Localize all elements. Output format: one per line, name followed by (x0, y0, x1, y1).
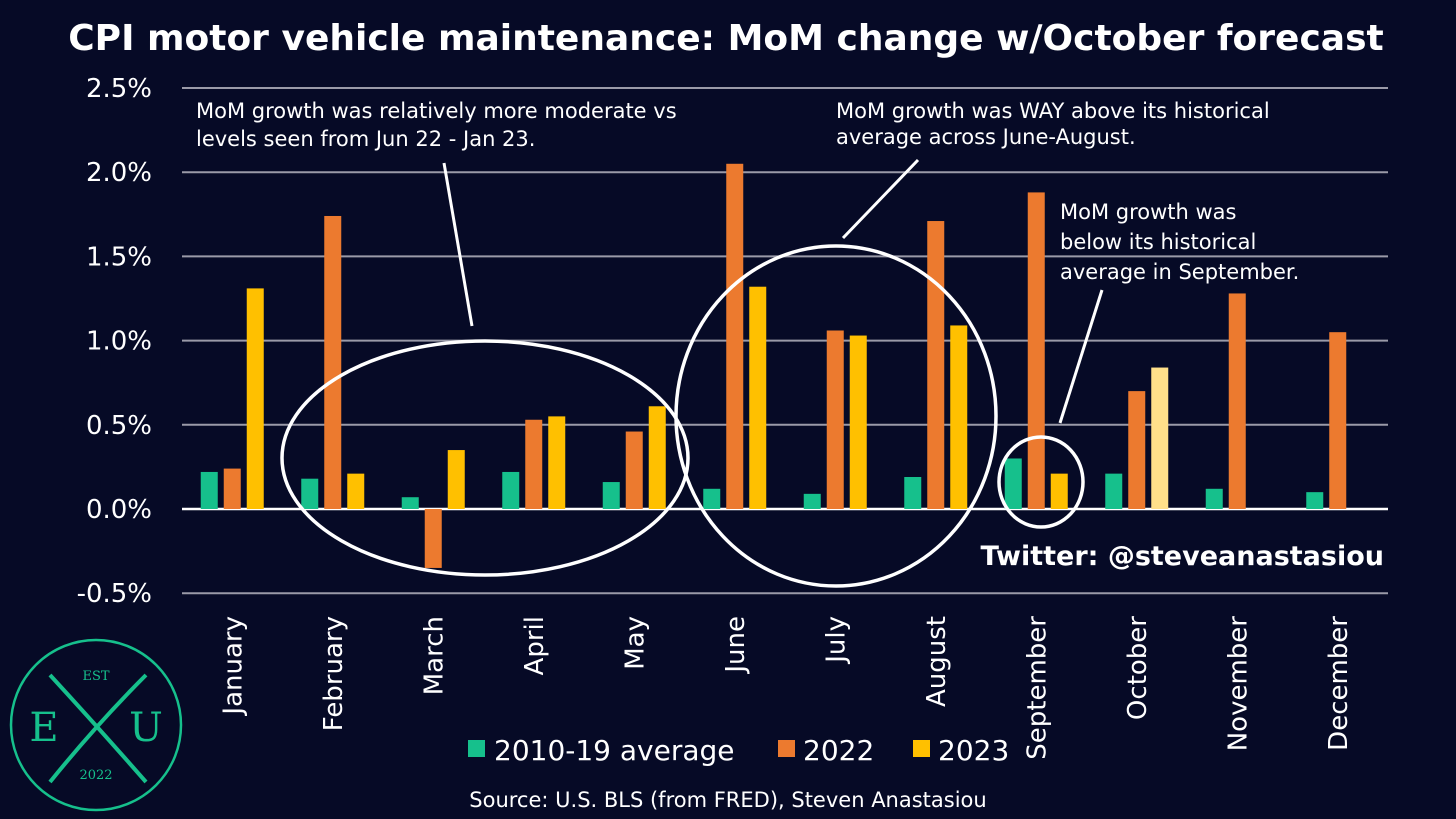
bar-2022-february (324, 215, 342, 509)
annotation-1-line2: levels seen from Jun 22 - Jan 23. (196, 127, 535, 151)
annotation-1: MoM growth was relatively more moderate … (196, 99, 683, 151)
bar-2022-march (424, 509, 442, 568)
x-tick-label-december: December (1324, 616, 1354, 751)
y-tick-label: 1.5% (86, 242, 152, 272)
x-tick-label-august: August (922, 616, 952, 707)
legend-label-avg: 2010-19 average (494, 734, 735, 767)
bar-2022-august (927, 221, 945, 509)
legend-label-2022: 2022 (803, 734, 874, 767)
exu-logo: EST E U 2022 (9, 638, 183, 812)
bar-avg-june (703, 488, 721, 509)
legend: 2010-19 average 2022 2023 (468, 734, 1009, 767)
bar-avg-august (904, 477, 922, 509)
annotation-1-line1: MoM growth was relatively more moderate … (196, 99, 677, 123)
x-tick-label-april: April (520, 616, 550, 675)
x-tick-label-july: July (821, 616, 851, 665)
bars (200, 163, 1347, 568)
x-tick-label-september: September (1022, 616, 1052, 760)
annotation-3-line1: MoM growth was (1060, 200, 1237, 224)
logo-cross-stroke-2 (48, 673, 148, 784)
highlight-circle-jun-aug (674, 244, 998, 588)
logo-est: EST (82, 669, 109, 684)
bar-2023-february (347, 473, 365, 509)
bar-avg-april (502, 471, 520, 509)
x-axis: January February March April May June July Augu… (218, 616, 1354, 760)
annotation-3: MoM growth was below its historical aver… (1060, 200, 1299, 284)
bar-2023-august (950, 325, 968, 509)
x-tick-label-january: January (218, 616, 248, 717)
annotation-3-pointer (1058, 289, 1104, 424)
x-tick-label-october: October (1123, 616, 1153, 720)
bar-2023-january (246, 288, 264, 509)
bar-2022-september (1027, 192, 1045, 509)
bar-avg-october (1105, 473, 1123, 509)
y-tick-label: -0.5% (77, 579, 152, 609)
legend-swatch-2023 (913, 740, 930, 757)
bar-2023-october (1151, 367, 1169, 509)
annotation-2-line1: MoM growth was WAY above its historical (836, 99, 1270, 123)
y-tick-label: 1.0% (86, 327, 152, 357)
bar-2022-june (726, 163, 744, 509)
bar-avg-july (803, 493, 821, 509)
bar-2023-april (548, 416, 566, 509)
bar-2022-july (826, 330, 844, 509)
bar-2023-september (1050, 473, 1068, 509)
y-tick-label: 2.5% (86, 74, 152, 104)
bar-avg-may (602, 482, 620, 509)
y-tick-label: 2.0% (86, 158, 152, 188)
gridlines (182, 87, 1388, 595)
y-axis: -0.5% 0.0% 0.5% 1.0% 1.5% 2.0% 2.5% (77, 74, 152, 609)
annotation-3-line3: average in September. (1060, 260, 1299, 284)
x-tick-label-may: May (620, 616, 650, 670)
bar-avg-september (1004, 458, 1022, 509)
legend-label-2023: 2023 (938, 734, 1009, 767)
bar-2023-march (447, 450, 465, 509)
bar-2022-may (625, 431, 643, 509)
annotation-2-line2: average across June-August. (836, 125, 1136, 149)
logo-letter-u: U (129, 705, 163, 751)
bar-2022-december (1329, 332, 1347, 509)
annotation-2-pointer (841, 158, 920, 240)
legend-swatch-2022 (778, 740, 795, 757)
bar-2023-may (648, 406, 666, 509)
bar-avg-november (1205, 488, 1223, 509)
bar-avg-march (401, 497, 419, 509)
bar-2022-november (1228, 293, 1246, 509)
bar-2023-june (749, 286, 767, 509)
highlight-circle-mar-may (280, 339, 690, 577)
highlight-circle-sep (997, 435, 1085, 529)
x-tick-label-february: February (319, 616, 349, 731)
bar-2022-april (525, 419, 543, 509)
twitter-handle: Twitter: @steveanastasiou (981, 541, 1384, 572)
x-tick-label-june: June (721, 616, 751, 675)
bar-2023-july (849, 335, 867, 509)
logo-letter-e: E (29, 705, 58, 751)
bar-2022-october (1128, 391, 1146, 509)
y-tick-label: 0.5% (86, 411, 152, 441)
source-note: Source: U.S. BLS (from FRED), Steven Ana… (469, 788, 986, 812)
y-tick-label: 0.0% (86, 495, 152, 525)
x-tick-label-march: March (419, 616, 449, 695)
logo-year: 2022 (79, 768, 112, 783)
annotation-3-line2: below its historical (1060, 230, 1256, 254)
x-tick-label-november: November (1223, 616, 1253, 752)
annotation-1-pointer (442, 162, 474, 327)
chart-title: CPI motor vehicle maintenance: MoM chang… (68, 18, 1383, 59)
bar-avg-february (301, 478, 319, 509)
legend-swatch-avg (468, 740, 485, 757)
bar-avg-december (1306, 492, 1324, 509)
annotation-2: MoM growth was WAY above its historical … (836, 99, 1276, 149)
bar-avg-january (200, 471, 218, 509)
logo-circle (9, 638, 183, 812)
bar-2022-january (223, 468, 241, 509)
